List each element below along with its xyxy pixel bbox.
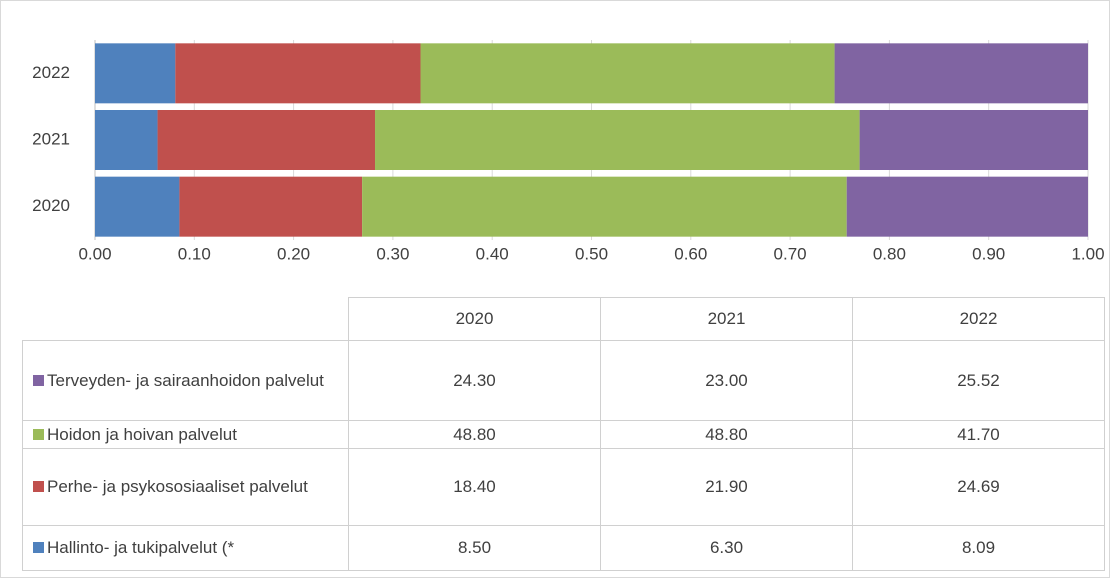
bar-segment (175, 43, 421, 104)
x-tick-label: 0.90 (972, 244, 1005, 263)
table-header-row: 2020 2021 2022 (22, 297, 1105, 341)
table-value: 8.50 (348, 525, 601, 571)
legend-label: Perhe- ja psykososiaaliset palvelut (47, 477, 308, 496)
legend-key (33, 428, 44, 440)
table-value: 21.90 (600, 448, 853, 526)
table-corner (22, 297, 349, 341)
table-row: Hallinto- ja tukipalvelut (* 8.50 6.30 8.09 (22, 525, 1105, 571)
bar-segment (859, 110, 1088, 170)
table-value: 23.00 (600, 340, 853, 421)
table-header: 2021 (600, 297, 853, 341)
table-value: 18.40 (348, 448, 601, 526)
table-value: 25.52 (852, 340, 1105, 421)
table-header: 2022 (852, 297, 1105, 341)
x-tick-label: 0.80 (873, 244, 906, 263)
table-value: 24.30 (348, 340, 601, 421)
x-tick-label: 0.20 (277, 244, 310, 263)
table-header: 2020 (348, 297, 601, 341)
table-series-cell: Terveyden- ja sairaanhoidon palvelut (22, 340, 349, 421)
table-row: Terveyden- ja sairaanhoidon palvelut 24.3… (22, 340, 1105, 421)
legend-label: Hoidon ja hoivan palvelut (47, 424, 237, 444)
x-tick-label: 0.50 (575, 244, 608, 263)
x-tick-label: 0.10 (178, 244, 211, 263)
table-value: 24.69 (852, 448, 1105, 526)
x-tick-label: 1.00 (1071, 244, 1104, 263)
bar-segment (846, 176, 1088, 237)
legend-label: Terveyden- ja sairaanhoidon palvelut (47, 370, 324, 390)
table-row: Hoidon ja hoivan palvelut 48.80 48.80 41.70 (22, 420, 1105, 449)
legend-key (33, 481, 44, 492)
y-tick-label: 2022 (32, 63, 70, 82)
bar-segment (834, 43, 1088, 104)
x-tick-label: 0.60 (674, 244, 707, 263)
bar-segment (157, 110, 376, 170)
legend-label: Hallinto- ja tukipalvelut (* (47, 538, 235, 557)
table-value: 48.80 (600, 420, 853, 449)
y-tick-label: 2021 (32, 129, 70, 148)
bar-segment (95, 176, 180, 237)
table-series-cell: Hallinto- ja tukipalvelut (* (22, 525, 349, 571)
x-tick-label: 0.00 (78, 244, 111, 263)
table-value: 6.30 (600, 525, 853, 571)
legend-key (33, 542, 44, 553)
x-tick-label: 0.40 (476, 244, 509, 263)
table-value: 41.70 (852, 420, 1105, 449)
bar-segment (95, 110, 158, 170)
data-table: 2020 2021 2022 Terveyden- ja sairaanhoidon … (22, 297, 1105, 571)
table-value: 48.80 (348, 420, 601, 449)
x-tick-label: 0.30 (376, 244, 409, 263)
x-tick-label: 0.70 (774, 244, 807, 263)
table-series-cell: Hoidon ja hoivan palvelut (22, 420, 349, 449)
bar-segment (362, 176, 847, 237)
legend-key (33, 374, 44, 386)
table-row: Perhe- ja psykososiaaliset palvelut 18.40… (22, 448, 1105, 526)
bar-segment (179, 176, 363, 237)
bar-segment (375, 110, 860, 170)
bar-segment (95, 43, 176, 104)
table-value: 8.09 (852, 525, 1105, 571)
bar-segment (420, 43, 835, 104)
y-tick-label: 2020 (32, 196, 70, 215)
table-series-cell: Perhe- ja psykososiaaliset palvelut (22, 448, 349, 526)
